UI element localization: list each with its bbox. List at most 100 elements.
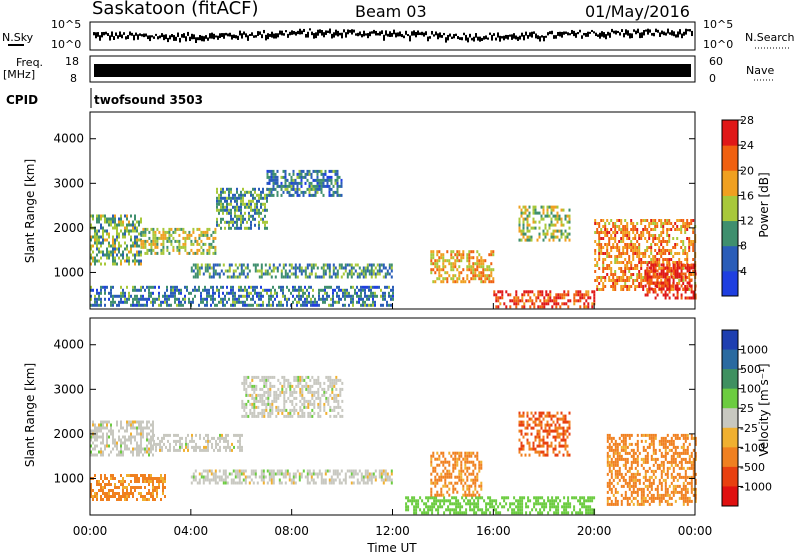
velocity-cell (551, 496, 554, 500)
velocity-cell (344, 481, 347, 485)
velocity-cell (207, 436, 209, 440)
power-cell (170, 233, 173, 237)
velocity-cell (535, 502, 538, 506)
power-cell (308, 193, 311, 197)
velocity-cell (96, 480, 98, 483)
power-cell (112, 235, 114, 239)
power-cell (218, 272, 221, 276)
power-cell (430, 256, 433, 260)
beam-label: Beam 03 (355, 2, 427, 21)
velocity-cell (285, 387, 288, 391)
power-cell (136, 241, 138, 245)
power-cell (328, 294, 330, 298)
power-cell (200, 230, 203, 234)
velocity-cell (152, 486, 154, 489)
power-cell (140, 303, 142, 307)
velocity-cell (181, 445, 183, 449)
power-cell (260, 275, 263, 279)
velocity-cell (205, 445, 207, 449)
velocity-cell (155, 448, 157, 452)
velocity-cell (525, 502, 528, 506)
velocity-cell (384, 472, 387, 476)
power-cell (314, 272, 317, 276)
velocity-cell (138, 480, 140, 483)
power-cell (546, 232, 549, 236)
velocity-cell (431, 496, 434, 500)
power-cell (352, 266, 355, 270)
power-cell (338, 288, 340, 292)
power-cell (116, 262, 118, 266)
power-cell (116, 226, 118, 230)
velocity-cell (152, 453, 154, 457)
power-cell (587, 305, 590, 309)
power-cell (144, 251, 147, 255)
velocity-cell (583, 502, 586, 506)
power-cell (264, 226, 266, 230)
power-cell (664, 296, 667, 300)
nsky-point (435, 31, 437, 36)
velocity-cell (306, 469, 309, 473)
power-cell (598, 282, 601, 285)
power-cell (436, 277, 439, 281)
power-cell (96, 232, 98, 236)
power-cell (250, 199, 252, 203)
power-cell (690, 290, 693, 294)
velocity-cell (297, 411, 300, 415)
power-cell (124, 235, 126, 239)
power-cell (268, 193, 271, 197)
power-cell (656, 261, 659, 264)
velocity-cell (253, 384, 256, 388)
power-cell (684, 272, 687, 276)
power-cell (242, 217, 244, 221)
power-cell (328, 190, 331, 194)
velocity-cell (185, 436, 187, 440)
power-cell (172, 291, 174, 295)
nsky-point (279, 30, 281, 35)
velocity-cell (110, 423, 112, 427)
velocity-cell (465, 511, 468, 515)
velocity-cell (152, 492, 154, 495)
power-cell (138, 238, 140, 242)
velocity-cell (162, 483, 164, 486)
velocity-cell (110, 429, 112, 433)
velocity-cell (244, 469, 247, 473)
power-cell (214, 297, 216, 301)
power-cell (654, 243, 657, 246)
nsky-point (539, 36, 541, 42)
velocity-cell (545, 502, 548, 506)
velocity-cell (134, 447, 136, 451)
power-cell (640, 273, 643, 276)
velocity-cell (303, 402, 306, 406)
power-cell (567, 290, 570, 294)
power-cell (666, 249, 669, 252)
velocity-cell (132, 453, 134, 457)
velocity-cell (227, 433, 229, 437)
nsky-point (613, 30, 615, 34)
power-cell (174, 288, 176, 292)
power-cell (670, 288, 673, 291)
velocity-cell (102, 432, 104, 436)
power-cell (198, 227, 201, 231)
velocity-cell (303, 384, 306, 388)
power-cell (378, 266, 381, 270)
power-cell (294, 266, 297, 270)
velocity-cell (263, 411, 266, 415)
power-cell (292, 272, 295, 276)
power-cell (336, 285, 338, 289)
power-cell (636, 276, 639, 279)
velocity-cell (338, 472, 341, 476)
power-cell (248, 199, 250, 203)
power-cell (528, 211, 531, 215)
power-cell (529, 296, 532, 300)
power-cell (332, 184, 335, 188)
power-cell (386, 285, 388, 289)
velocity-cell (257, 375, 260, 379)
velocity-cell (390, 478, 393, 482)
power-cell (104, 229, 106, 233)
power-cell (156, 239, 159, 243)
power-cell (660, 249, 663, 252)
velocity-cell (282, 472, 285, 476)
power-cell (242, 202, 244, 206)
velocity-cell (380, 478, 383, 482)
power-cell (610, 246, 613, 249)
